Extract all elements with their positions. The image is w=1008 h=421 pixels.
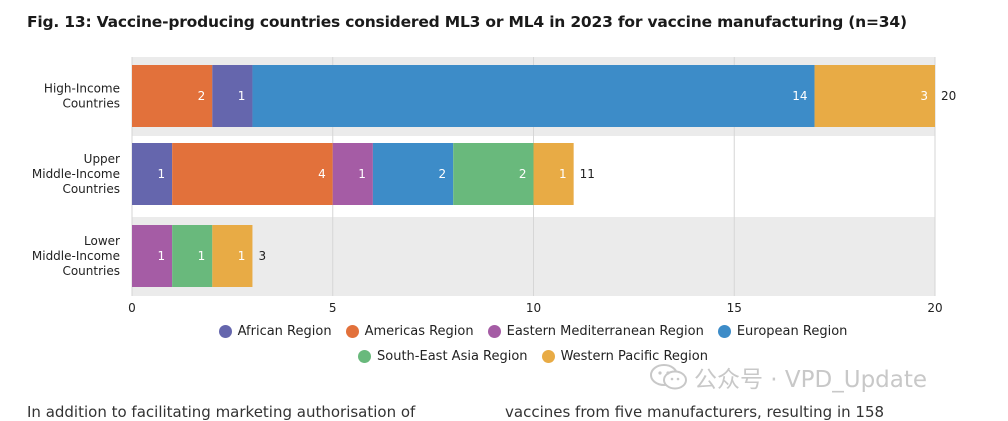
x-tick-label: 10: [526, 301, 541, 315]
legend-swatch: [717, 325, 731, 338]
segment-value-label: 1: [198, 249, 206, 263]
legend-label: Americas Region: [364, 324, 474, 339]
segment-value-label: 2: [198, 89, 206, 103]
legend-swatch: [358, 350, 372, 363]
watermark-text: 公众号 · VPD_Update: [694, 367, 928, 393]
category-label: Upper Middle-Income Countries: [32, 152, 120, 196]
bar-segment-european-region: [252, 65, 815, 127]
wechat-icon: [650, 364, 687, 390]
bar-segment-western-pacific-region: [533, 143, 574, 205]
segment-value-label: 1: [238, 249, 246, 263]
legend-swatch: [218, 325, 232, 338]
category-label: High-Income Countries: [44, 82, 120, 111]
segment-value-label: 4: [318, 167, 326, 181]
segment-value-label: 3: [920, 89, 928, 103]
segment-value-label: 1: [158, 249, 166, 263]
bar-segment-south-east-asia-region: [453, 143, 534, 205]
x-tick-label: 15: [727, 301, 742, 315]
legend-swatch: [345, 325, 359, 338]
bar-segment-eastern-mediterranean-region: [132, 225, 173, 287]
segment-value-label: 2: [439, 167, 447, 181]
bar-segments: 2 1 14 3 201 4 1 2 2 1 111 1 1 3: [132, 65, 956, 287]
x-tick-label: 5: [329, 301, 337, 315]
bar-segment-eastern-mediterranean-region: [332, 143, 373, 205]
stacked-bar-chart: 2 1 14 3 201 4 1 2 2 1 111 1 1 3 High-Income Countries…: [32, 57, 956, 315]
legend-label: African Region: [237, 324, 332, 339]
figure-title: Fig. 13: Vaccine-producing countries con…: [27, 13, 907, 31]
legend-item-european-region: European Region: [717, 324, 848, 339]
legend-swatch: [541, 350, 555, 363]
watermark: 公众号 · VPD_Update: [650, 360, 927, 394]
bar-segment-south-east-asia-region: [172, 225, 213, 287]
segment-value-label: 1: [158, 167, 166, 181]
bar-total-label: 20: [941, 89, 956, 103]
bar-segment-african-region: [132, 143, 173, 205]
segment-value-label: 2: [519, 167, 527, 181]
body-text-left: In addition to facilitating marketing au…: [27, 403, 416, 421]
legend-label: European Region: [736, 324, 848, 339]
bar-segment-americas-region: [172, 143, 333, 205]
legend-label: Eastern Mediterranean Region: [506, 324, 704, 339]
body-text-right: vaccines from five manufacturers, result…: [505, 403, 885, 421]
legend-item-americas-region: Americas Region: [345, 324, 474, 339]
bar-segment-western-pacific-region: [212, 225, 253, 287]
legend-item-african-region: African Region: [218, 324, 332, 339]
bar-segment-african-region: [212, 65, 253, 127]
bar-total-label: 11: [580, 167, 595, 181]
legend-label: Western Pacific Region: [560, 349, 708, 364]
legend-item-western-pacific-region: Western Pacific Region: [541, 349, 708, 364]
category-label: Lower Middle-Income Countries: [32, 234, 120, 278]
segment-value-label: 14: [792, 89, 807, 103]
bar-segment-european-region: [372, 143, 454, 205]
category-labels: High-Income Countries Upper Middle-Income Co…: [32, 82, 120, 279]
x-axis-ticks: 0 5 10 15 20: [128, 301, 942, 315]
bar-segment-western-pacific-region: [814, 65, 935, 127]
segment-value-label: 1: [358, 167, 366, 181]
legend-label: South-East Asia Region: [377, 349, 528, 364]
bar-segment-americas-region: [132, 65, 213, 127]
x-tick-label: 0: [128, 301, 136, 315]
legend-item-eastern-mediterranean-region: Eastern Mediterranean Region: [487, 324, 704, 339]
legend-swatch: [487, 325, 501, 338]
segment-value-label: 1: [559, 167, 567, 181]
legend-item-south-east-asia-region: South-East Asia Region: [358, 349, 528, 364]
legend: African Region Americas Region Eastern Med…: [130, 324, 936, 364]
x-tick-label: 20: [927, 301, 942, 315]
segment-value-label: 1: [238, 89, 246, 103]
bar-total-label: 3: [258, 249, 266, 263]
